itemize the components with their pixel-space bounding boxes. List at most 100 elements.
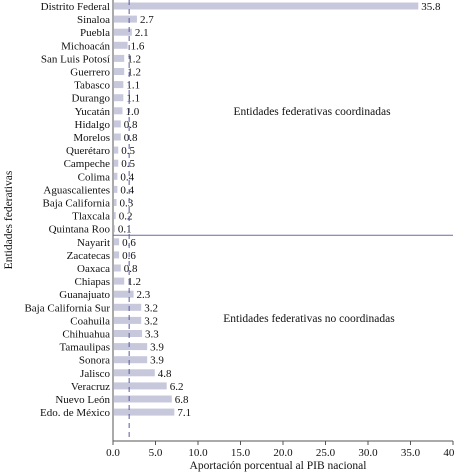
x-axis-title: Aportación porcentual al PIB nacional [190, 460, 367, 472]
value-label: 0.8 [124, 119, 138, 131]
category-label: Nuevo León [55, 394, 110, 406]
value-label: 0.8 [124, 263, 138, 275]
bar [114, 2, 419, 10]
value-label: 1.2 [127, 276, 141, 288]
bar [114, 28, 132, 36]
y-axis-title: Entidades federativas [3, 170, 15, 269]
value-label: 3.2 [144, 315, 158, 327]
bar [114, 94, 124, 102]
value-label: 4.8 [158, 368, 172, 380]
x-tick-label: 35.0 [401, 447, 421, 459]
value-label: 1.6 [131, 40, 145, 52]
category-label: Yucatán [75, 106, 111, 118]
category-label: Zacatecas [67, 250, 110, 262]
category-label: Morelos [73, 132, 110, 144]
x-tick-label: 10.0 [188, 447, 208, 459]
category-label: Guerrero [70, 67, 110, 79]
value-label: 1.0 [126, 106, 140, 118]
x-tick-label: 5.0 [149, 447, 163, 459]
category-label: Oaxaca [77, 263, 110, 275]
bar [114, 159, 119, 167]
value-label: 0.1 [118, 224, 132, 236]
bar [114, 15, 137, 23]
bar [114, 251, 120, 259]
bar [114, 107, 123, 115]
value-label: 35.8 [421, 1, 441, 13]
value-label: 3.9 [150, 342, 164, 354]
bar [114, 382, 167, 390]
category-label: Coahuila [70, 315, 110, 327]
x-tick-label: 25.0 [316, 447, 336, 459]
bar [114, 146, 119, 154]
category-label: Campeche [64, 158, 111, 170]
bar [114, 133, 121, 141]
value-label: 1.2 [127, 53, 141, 65]
value-label: 2.1 [135, 27, 149, 39]
category-label: Nayarit [77, 237, 110, 249]
category-label: Chihuahua [62, 329, 110, 341]
category-label: Tlaxcala [72, 211, 110, 223]
category-label: Tabasco [74, 80, 110, 92]
category-label: Baja California Sur [24, 302, 110, 314]
value-label: 2.7 [140, 14, 154, 26]
value-label: 3.9 [150, 355, 164, 367]
category-label: Quintana Roo [49, 224, 111, 236]
category-label: Puebla [80, 27, 110, 39]
group-label-coordinated: Entidades federativas coordinadas [233, 106, 391, 118]
category-label: Edo. de México [40, 407, 110, 419]
value-label: 0.6 [122, 237, 136, 249]
category-label: Distrito Federal [41, 1, 110, 13]
category-label: Baja California [42, 198, 110, 210]
value-label: 7.1 [177, 407, 191, 419]
category-label: Jalisco [80, 368, 110, 380]
value-label: 2.3 [137, 289, 151, 301]
bar [114, 185, 118, 193]
bar [114, 290, 134, 298]
category-label: Querétaro [66, 145, 110, 157]
category-label: Tamaulipas [59, 342, 110, 354]
value-label: 0.2 [119, 211, 133, 223]
bar [114, 408, 175, 416]
category-label: Durango [72, 93, 111, 105]
value-label: 0.8 [124, 132, 138, 144]
bar [114, 120, 121, 128]
bar [114, 330, 143, 337]
value-label: 0.5 [121, 158, 135, 170]
value-label: 6.2 [170, 381, 184, 393]
bar [114, 343, 148, 351]
bar [114, 277, 125, 285]
category-label: San Luis Potosí [41, 53, 110, 65]
bar [114, 199, 117, 206]
value-label: 0.4 [120, 171, 134, 183]
bar [114, 238, 120, 246]
x-tick-label: 30.0 [358, 447, 378, 459]
value-label: 1.1 [126, 93, 140, 105]
bar [114, 172, 118, 180]
category-label: Chiapas [75, 276, 110, 288]
category-label: Sinaloa [77, 14, 110, 26]
x-tick-label: 15.0 [231, 447, 251, 459]
x-tick-label: 20.0 [273, 447, 293, 459]
bar [114, 41, 128, 49]
category-label: Sonora [79, 355, 110, 367]
bar [114, 303, 142, 311]
category-label: Michoacán [61, 40, 110, 52]
value-label: 3.2 [144, 302, 158, 314]
value-label: 0.5 [121, 145, 135, 157]
group-label-non-coordinated: Entidades federativas no coordinadas [223, 313, 395, 325]
category-label: Aguascalientes [43, 184, 110, 196]
plot-area: Distrito Federal 35.8 Sinaloa 2.7 Puebla 2.1 M… [24, 0, 455, 459]
value-label: 1.2 [127, 67, 141, 79]
bar [114, 68, 125, 75]
bar [114, 316, 142, 324]
bar [114, 264, 121, 272]
value-label: 0.3 [120, 198, 134, 210]
category-label: Veracruz [71, 381, 110, 393]
category-label: Hidalgo [75, 119, 111, 131]
x-tick-label: 40.0 [443, 447, 455, 459]
category-label: Colima [78, 171, 111, 183]
value-label: 3.3 [145, 329, 159, 341]
bar [114, 212, 116, 220]
bar [114, 356, 148, 364]
